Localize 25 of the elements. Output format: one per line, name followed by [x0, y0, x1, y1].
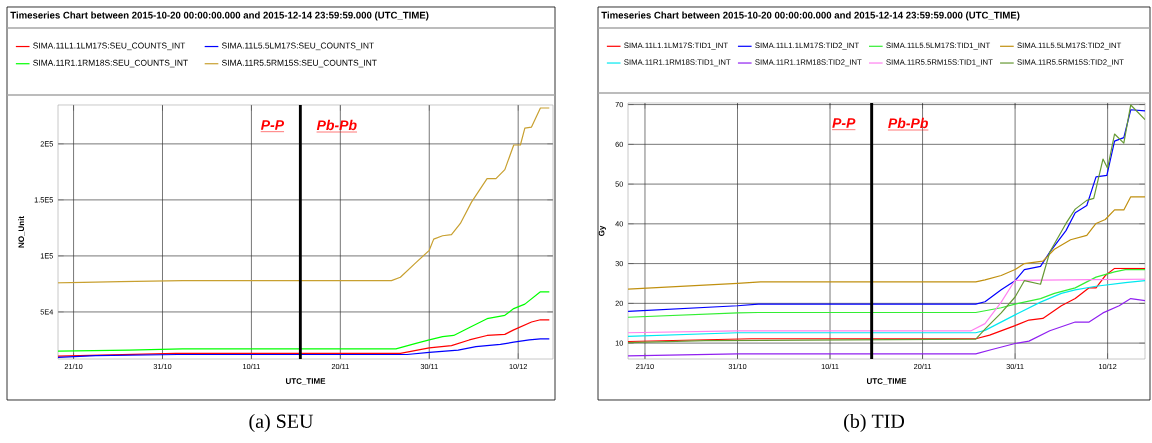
legend-label: SIMA.11L1.1LM17S:SEU_COUNTS_INT	[33, 42, 186, 51]
annotation: P-P	[832, 118, 856, 128]
line-series	[58, 338, 550, 358]
annotation: Pb-Pb	[316, 119, 357, 131]
text: (b) TID	[844, 413, 905, 433]
line-series	[628, 267, 1146, 343]
line-series	[628, 297, 1146, 357]
x-axis-title: UTC_TIME	[285, 378, 326, 385]
x-axis-title: UTC_TIME	[866, 378, 907, 385]
line-series	[58, 291, 550, 352]
text: (a) SEU	[249, 413, 314, 433]
legend-label: SIMA.11R1.1RM18S:SEU_COUNTS_INT	[33, 59, 188, 68]
y-axis-title: Gy	[598, 225, 606, 236]
y-axis-title: NO_Unit	[18, 216, 25, 248]
line-series	[628, 268, 1146, 318]
chart-title: Timeseries Chart between 2015-10-20 00:00:00.000 and 2015-12-14 23:59:59.000 (UTC_TIME)	[10, 11, 429, 21]
line-series	[58, 107, 550, 284]
line-series	[628, 109, 1146, 312]
line-series	[58, 319, 550, 357]
legend-label: SIMA.11L5.5LM17S:SEU_COUNTS_INT	[221, 42, 374, 51]
annotation: Pb-Pb	[888, 117, 928, 129]
line-series	[628, 196, 1146, 290]
legend-label: SIMA.11R5.5RM15S:SEU_COUNTS_INT	[221, 59, 377, 68]
chart-title: Timeseries Chart between 2015-10-20 00:00:00.000 and 2015-12-14 23:59:59.000 (UTC_TIME)	[601, 11, 1020, 21]
annotation: P-P	[260, 120, 285, 130]
